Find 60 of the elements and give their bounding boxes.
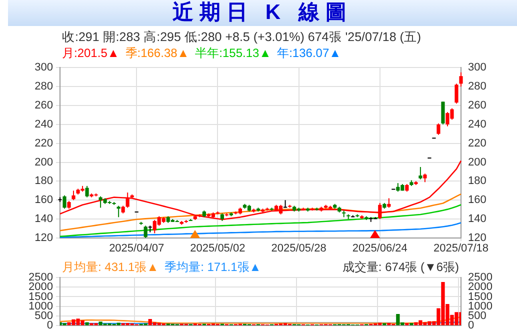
x-tick-label: 2025/05/28 — [271, 242, 326, 255]
text: 年:136.07▲ — [277, 46, 342, 60]
y2-tick-label: 160 — [468, 194, 486, 206]
bar — [410, 322, 414, 326]
chart-subtitle: 收:291 開:283 高:295 低:280 +8.5 (+3.01%) 674張 '25/07/18 (五) — [62, 29, 422, 46]
candlestick — [278, 204, 283, 215]
y-tick-label: 2500 — [28, 272, 53, 284]
y-tick-label: 280 — [34, 80, 53, 93]
candlestick — [454, 83, 458, 104]
candlestick — [418, 166, 422, 180]
y2-tick-label: 280 — [468, 80, 486, 93]
y2-tick-label: 300 — [468, 62, 486, 74]
y-tick-label: 260 — [34, 100, 53, 112]
candlestick — [62, 194, 66, 210]
x-tick-label: 2025/07/18 — [433, 242, 489, 255]
candlestick — [85, 185, 89, 198]
bar — [85, 322, 89, 326]
y2-tick-label: 0 — [468, 319, 474, 332]
text: 成交量: 674張 (▼6張) — [342, 259, 459, 276]
y-tick-label: 1000 — [28, 300, 53, 312]
text: 月:201.5▲ — [62, 46, 120, 60]
text: 季:166.38▲ — [125, 46, 190, 60]
y-tick-label: 140 — [34, 213, 53, 226]
y2-tick-label: 220 — [468, 137, 486, 150]
candlestick — [283, 200, 288, 208]
y2-tick-label: 200 — [468, 156, 486, 168]
y2-tick-label: 2500 — [468, 272, 492, 284]
x-tick-label: 2025/06/24 — [352, 242, 408, 255]
text: 半年:155.13▲ — [195, 46, 272, 60]
candlestick — [387, 198, 391, 208]
y-tick-label: 2000 — [28, 281, 53, 294]
candlestick — [72, 190, 76, 201]
y-tick-label: 1500 — [28, 290, 53, 303]
y2-tick-label: 240 — [468, 118, 486, 130]
x-tick-label: 2025/04/07 — [109, 242, 164, 255]
y-tick-label: 120 — [34, 232, 53, 244]
y-tick-label: 180 — [34, 175, 53, 188]
y2-tick-label: 140 — [468, 213, 486, 226]
y2-tick-label: 500 — [468, 310, 486, 322]
y2-tick-label: 2000 — [468, 281, 492, 294]
y-tick-label: 500 — [34, 310, 53, 322]
y2-tick-label: 180 — [468, 175, 486, 188]
candlestick — [441, 101, 445, 125]
y-tick-label: 0 — [46, 319, 53, 332]
x-tick-label: 2025/05/02 — [190, 242, 246, 255]
y-tick-label: 200 — [34, 156, 53, 168]
y-tick-label: 240 — [34, 118, 53, 130]
candlestick — [459, 72, 463, 88]
y2-tick-label: 120 — [468, 232, 486, 244]
y2-tick-label: 1000 — [468, 300, 492, 312]
candlestick — [436, 122, 440, 136]
y-tick-label: 220 — [34, 137, 53, 150]
candlestick — [126, 192, 130, 208]
text: 月均量: 431.1張▲ — [62, 260, 159, 274]
chart-title: 近期日 K 線圖 — [8, 0, 517, 26]
y2-tick-label: 1500 — [468, 290, 492, 303]
y-tick-label: 300 — [34, 62, 53, 74]
y2-tick-label: 260 — [468, 100, 486, 112]
text: 季均量: 171.1張▲ — [164, 260, 262, 274]
y-tick-label: 160 — [34, 194, 53, 206]
